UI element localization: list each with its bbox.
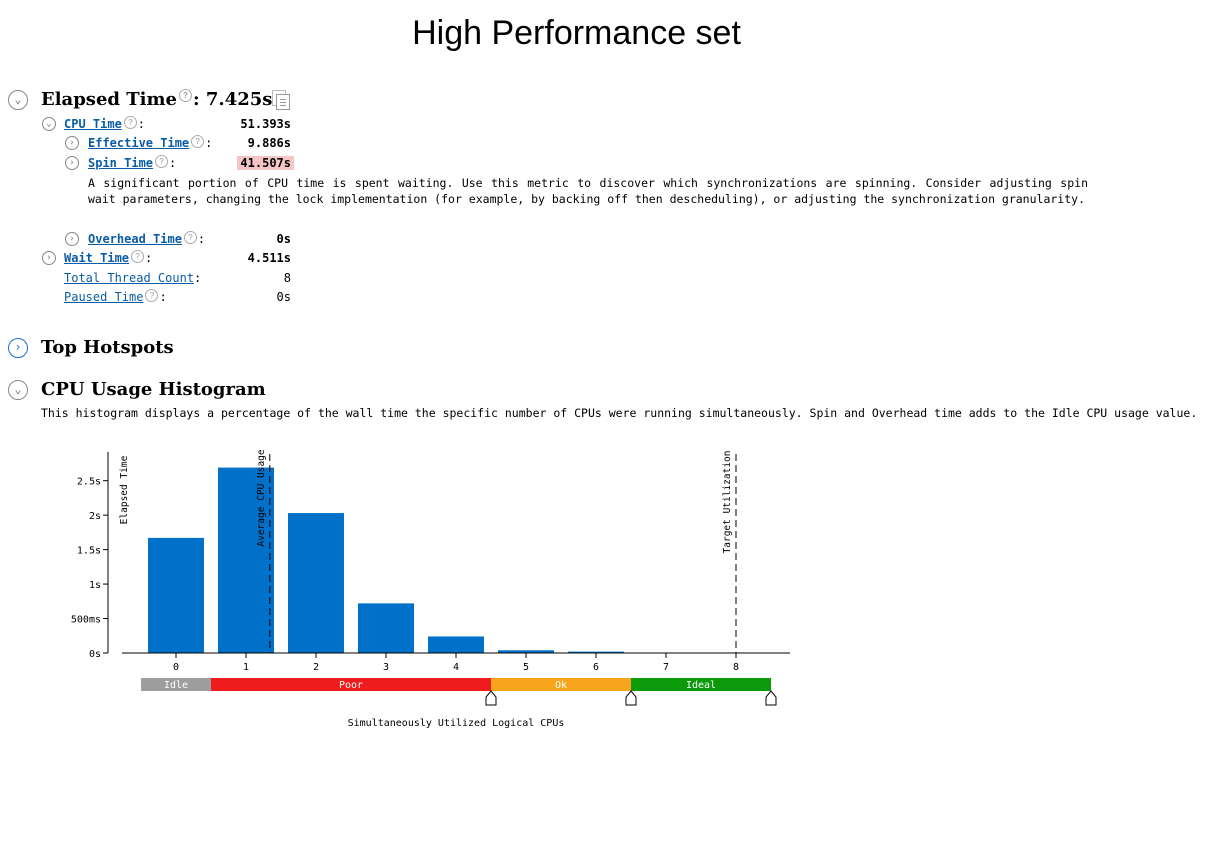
y-tick-label: 1.5s — [77, 546, 101, 557]
overhead-time-link[interactable]: Overhead Time — [88, 232, 182, 246]
spin-time-value: 41.507s — [237, 156, 294, 170]
copy-icon[interactable] — [272, 90, 292, 110]
effective-time-toggle[interactable]: › — [65, 136, 79, 150]
histogram-bar — [148, 537, 204, 653]
wait-time-row: Wait Time?: — [64, 250, 153, 265]
chevron-right-icon: › — [69, 158, 75, 168]
histogram-bar — [358, 603, 414, 653]
x-tick-label: 5 — [523, 662, 529, 673]
spin-time-value-wrap: 41.507s — [200, 155, 294, 171]
utilization-range — [631, 678, 771, 691]
page-title: High Performance set — [412, 14, 741, 52]
cpu-usage-histogram: 0s 500ms 1s 1.5s 2s 2.5s Elapsed Time 0 1 2 3 4 5 6 7 8… — [71, 449, 790, 729]
range-slider-handle[interactable] — [485, 690, 497, 706]
elapsed-time-label: Elapsed Time — [41, 89, 177, 110]
utilization-range — [211, 678, 491, 691]
histogram-bar — [288, 513, 344, 653]
utilization-range-label: Poor — [339, 680, 363, 691]
chevron-right-icon: › — [69, 138, 75, 148]
overhead-time-value: 0s — [276, 232, 291, 246]
help-icon[interactable]: ? — [123, 116, 137, 129]
histogram-toggle[interactable]: ⌄ — [8, 380, 28, 400]
overhead-time-row: Overhead Time?: — [88, 231, 206, 246]
histogram-bar — [218, 467, 274, 653]
spin-time-link[interactable]: Spin Time — [88, 156, 154, 170]
spin-time-description: A significant portion of CPU time is spe… — [88, 176, 1088, 206]
help-icon[interactable]: ? — [183, 231, 197, 244]
wait-time-link[interactable]: Wait Time — [64, 251, 130, 265]
wait-time-value: 4.511s — [247, 251, 291, 265]
elapsed-time-heading: Elapsed Time?: 7.425s — [41, 89, 273, 110]
x-tick-label: 0 — [173, 662, 179, 673]
top-hotspots-toggle[interactable]: › — [8, 338, 28, 358]
elapsed-time-value: 7.425s — [205, 89, 273, 110]
chevron-right-icon: › — [14, 340, 22, 354]
x-axis-title: Simultaneously Utilized Logical CPUs — [348, 718, 565, 729]
help-icon[interactable]: ? — [191, 135, 205, 148]
effective-time-link[interactable]: Effective Time — [88, 136, 190, 150]
marker-label: Average CPU Usage — [256, 449, 267, 547]
x-tick-label: 4 — [453, 662, 459, 673]
chevron-down-icon: ⌄ — [14, 382, 22, 396]
help-icon[interactable]: ? — [145, 289, 159, 302]
y-axis-title: Elapsed Time — [119, 455, 130, 524]
x-tick-label: 3 — [383, 662, 389, 673]
top-hotspots-heading[interactable]: Top Hotspots — [41, 337, 174, 358]
elapsed-collapse-toggle[interactable]: ⌄ — [8, 90, 28, 110]
y-tick-label: 2s — [89, 511, 101, 522]
cpu-time-row: CPU Time?: — [64, 116, 146, 131]
x-tick-label: 1 — [243, 662, 249, 673]
effective-time-row: Effective Time?: — [88, 135, 213, 150]
utilization-range-label: Ideal — [686, 680, 716, 691]
y-tick-label: 2.5s — [77, 477, 101, 488]
chevron-down-icon: ⌄ — [14, 92, 22, 106]
wait-time-toggle[interactable]: › — [42, 251, 56, 265]
x-tick-label: 7 — [663, 662, 669, 673]
y-tick-label: 1s — [89, 580, 101, 591]
x-tick-label: 6 — [593, 662, 599, 673]
x-tick-label: 2 — [313, 662, 319, 673]
help-icon[interactable]: ? — [131, 250, 145, 263]
chevron-right-icon: › — [46, 253, 52, 263]
chevron-down-icon: ⌄ — [46, 119, 52, 129]
x-tick-label: 8 — [733, 662, 739, 673]
y-tick-label: 0s — [89, 649, 101, 660]
range-slider-handle[interactable] — [625, 690, 637, 706]
histogram-description: This histogram displays a percentage of … — [41, 406, 1198, 420]
marker-label: Target Utilization — [722, 451, 733, 554]
spin-time-toggle[interactable]: › — [65, 156, 79, 170]
help-icon[interactable]: ? — [155, 155, 169, 168]
thread-count-link[interactable]: Total Thread Count — [64, 271, 195, 285]
paused-time-value: 0s — [276, 290, 291, 304]
utilization-range — [141, 678, 211, 691]
chevron-right-icon: › — [69, 234, 75, 244]
utilization-range-label: Ok — [555, 680, 567, 691]
help-icon[interactable]: ? — [178, 89, 192, 102]
overhead-time-toggle[interactable]: › — [65, 232, 79, 246]
cpu-time-link[interactable]: CPU Time — [64, 117, 122, 131]
effective-time-value: 9.886s — [247, 136, 291, 150]
paused-time-row: Paused Time?: — [64, 289, 167, 304]
range-slider-handle[interactable] — [765, 690, 777, 706]
cpu-time-toggle[interactable]: ⌄ — [42, 117, 56, 131]
spin-time-row: Spin Time?: — [88, 155, 177, 170]
y-tick-label: 500ms — [71, 615, 101, 626]
paused-time-link[interactable]: Paused Time — [64, 290, 144, 304]
histogram-bar — [498, 650, 554, 653]
utilization-range — [491, 678, 631, 691]
thread-count-row: Total Thread Count: — [64, 271, 202, 285]
histogram-bar — [428, 636, 484, 653]
histogram-heading: CPU Usage Histogram — [41, 379, 266, 400]
cpu-time-value: 51.393s — [240, 117, 291, 131]
utilization-range-label: Idle — [164, 680, 188, 691]
histogram-bar — [568, 651, 624, 653]
thread-count-value: 8 — [283, 271, 291, 285]
